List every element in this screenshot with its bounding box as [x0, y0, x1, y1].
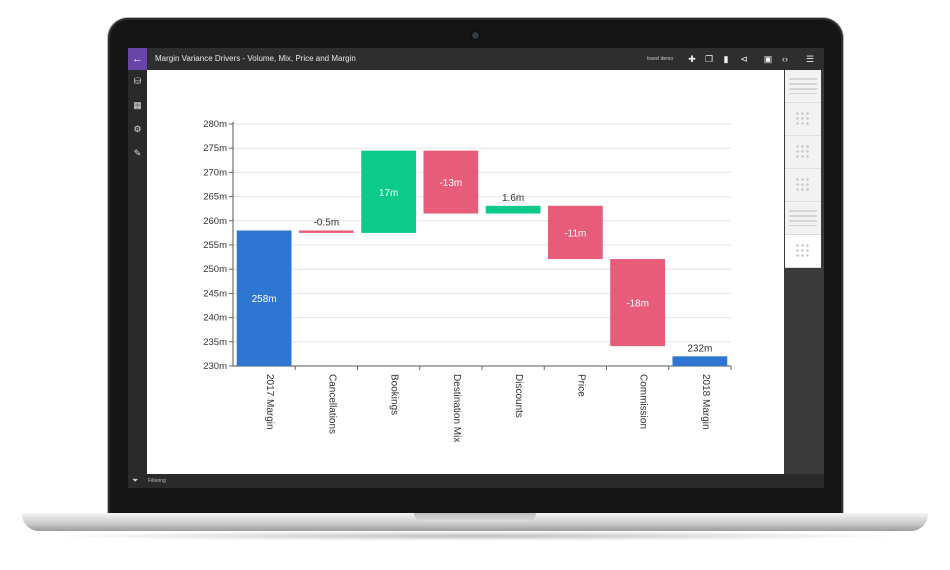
data-label: 232m — [687, 343, 712, 354]
bar — [547, 205, 603, 260]
bar — [298, 230, 354, 233]
thumbnail-dots — [795, 144, 811, 160]
thumbnail-6[interactable] — [785, 235, 821, 268]
bar — [361, 150, 417, 233]
x-tick-label: Price — [575, 374, 586, 397]
left-rail: ⛁ ▦ ⚙ ✎ — [128, 70, 147, 474]
y-tick-label: 240m — [203, 313, 227, 324]
menu-icon[interactable]: ☰ — [805, 54, 815, 64]
bar — [485, 205, 541, 214]
y-tick-label: 230m — [203, 361, 227, 372]
share-icon[interactable]: ⊲ — [740, 54, 748, 64]
back-button[interactable]: ← — [128, 48, 147, 70]
y-tick-label: 275m — [203, 143, 227, 154]
x-tick-label: Cancellations — [326, 374, 337, 434]
x-tick-label: 2017 Margin — [264, 374, 275, 430]
y-tick-label: 260m — [203, 216, 227, 227]
x-tick-label: 2018 Margin — [700, 374, 711, 430]
footer-label: Filtering — [148, 478, 166, 484]
thumbnail-4[interactable] — [785, 169, 821, 202]
data-label: -0.5m — [314, 217, 340, 228]
export-icon[interactable]: ▣ — [763, 54, 773, 64]
thumbnail-dots — [795, 111, 811, 127]
y-tick-label: 250m — [203, 264, 227, 275]
data-label: 17m — [379, 188, 398, 199]
app-header: ← Margin Variance Drivers - Volume, Mix,… — [128, 48, 824, 70]
footer-bar: ⏷ Filtering — [128, 474, 824, 488]
filter-icon[interactable]: ⏷ — [132, 476, 139, 485]
laptop-base — [22, 513, 928, 531]
database-icon[interactable]: ⛁ — [133, 76, 142, 86]
data-label: 1.6m — [502, 193, 524, 204]
page-title: Margin Variance Drivers - Volume, Mix, P… — [155, 54, 356, 63]
thumbnail-lines — [789, 210, 817, 226]
y-tick-label: 235m — [203, 337, 227, 348]
chart-area: 230m 235m 240m 245m 250m 255m 260m 265m 270m 275m… — [147, 70, 784, 474]
x-tick-label: Discounts — [513, 374, 524, 418]
y-tick-label: 265m — [203, 192, 227, 203]
right-panel — [784, 70, 824, 474]
arrow-left-icon: ← — [132, 53, 143, 65]
thumbnail-3[interactable] — [785, 136, 821, 169]
code-icon[interactable]: ‹› — [782, 54, 788, 64]
bar — [423, 150, 479, 214]
y-tick-label: 245m — [203, 288, 227, 299]
waterfall-chart: 230m 235m 240m 245m 250m 255m 260m 265m 270m 275m… — [203, 119, 732, 442]
bar — [672, 356, 728, 366]
bar — [610, 259, 666, 347]
x-tick-label: Commission — [638, 374, 649, 429]
thumbnail-dots — [795, 243, 811, 259]
table-icon[interactable]: ▦ — [133, 100, 142, 110]
laptop-notch — [414, 513, 536, 522]
data-label: -18m — [626, 299, 649, 310]
brush-icon[interactable]: ✎ — [133, 148, 142, 158]
camera-icon — [472, 32, 479, 39]
thumbnail-5[interactable] — [785, 202, 821, 235]
user-label: travel demo — [647, 56, 674, 62]
screen: ← Margin Variance Drivers - Volume, Mix,… — [128, 48, 824, 488]
y-tick-label: 255m — [203, 240, 227, 251]
data-label: -13m — [439, 178, 462, 189]
x-tick-label: Destination Mix — [451, 374, 462, 442]
y-tick-label: 280m — [203, 119, 227, 130]
thumbnail-2[interactable] — [785, 103, 821, 136]
thumbnail-1[interactable] — [785, 70, 821, 103]
y-tick-label: 270m — [203, 167, 227, 178]
laptop-shadow — [40, 531, 910, 541]
thumbnail-lines — [789, 78, 817, 94]
x-tick-label: Bookings — [389, 374, 400, 415]
bar — [236, 230, 292, 366]
gear-icon[interactable]: ⚙ — [133, 124, 142, 134]
data-label: -11m — [564, 228, 586, 239]
add-icon[interactable]: ✚ — [688, 54, 696, 64]
delete-icon[interactable]: ▮ — [723, 54, 729, 64]
data-label: 258m — [252, 294, 277, 305]
copy-icon[interactable]: ❐ — [704, 54, 714, 64]
thumbnail-dots — [795, 177, 811, 193]
